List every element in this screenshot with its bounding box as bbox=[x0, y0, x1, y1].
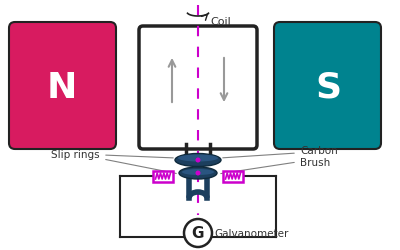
FancyBboxPatch shape bbox=[9, 22, 116, 149]
Circle shape bbox=[184, 219, 212, 247]
Text: S: S bbox=[315, 71, 341, 105]
Circle shape bbox=[196, 158, 200, 162]
Bar bbox=[223, 170, 243, 181]
Bar bbox=[153, 170, 173, 181]
Text: N: N bbox=[47, 71, 77, 105]
Ellipse shape bbox=[179, 167, 217, 179]
Text: Carbon
Brush: Carbon Brush bbox=[300, 146, 338, 168]
Text: G: G bbox=[192, 226, 204, 241]
Text: Galvanometer: Galvanometer bbox=[214, 229, 288, 239]
Circle shape bbox=[196, 170, 200, 175]
Ellipse shape bbox=[175, 154, 221, 166]
Ellipse shape bbox=[178, 154, 218, 162]
FancyBboxPatch shape bbox=[139, 26, 257, 149]
Ellipse shape bbox=[182, 169, 214, 175]
FancyBboxPatch shape bbox=[274, 22, 381, 149]
Text: Coil: Coil bbox=[210, 17, 231, 27]
Text: Slip rings: Slip rings bbox=[51, 150, 99, 160]
